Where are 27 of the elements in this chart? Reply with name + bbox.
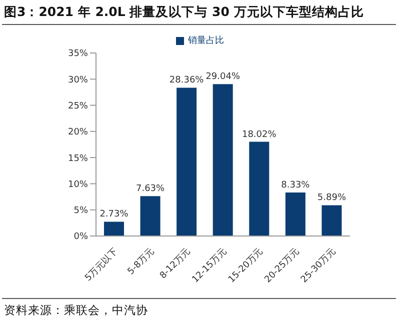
data-label: 7.63%	[136, 184, 166, 194]
y-tick-label: 25%	[68, 101, 88, 112]
bar	[212, 84, 233, 236]
bar	[140, 196, 160, 236]
text: 资料来源：乘联会，中汽协	[4, 303, 148, 318]
legend-label: 销量占比	[188, 36, 224, 46]
x-tick-label: 5万元以下	[82, 246, 120, 284]
x-tick-label: 5-8万元	[125, 246, 156, 278]
y-tick-label: 10%	[68, 180, 88, 190]
y-tick-label: 35%	[68, 49, 88, 60]
data-label: 8.33%	[281, 180, 310, 190]
data-label: 5.89%	[317, 193, 346, 204]
data-label: 18.02%	[242, 130, 277, 140]
y-tick-label: 20%	[68, 128, 88, 138]
chart-title: 图3：2021 年 2.0L 排量及以下与 30 万元以下车型结构占比	[4, 4, 364, 21]
bar	[285, 192, 306, 236]
bar	[249, 142, 270, 236]
y-tick-label: 5%	[74, 206, 88, 216]
data-label: 28.36%	[169, 76, 204, 86]
y-tick-label: 15%	[68, 154, 88, 164]
bar	[104, 222, 124, 236]
y-tick-label: 30%	[68, 75, 88, 86]
y-tick-label: 0%	[74, 232, 88, 242]
data-label: 2.73%	[100, 210, 129, 220]
bar	[322, 205, 342, 236]
bar	[176, 88, 197, 236]
data-label: 29.04%	[206, 72, 240, 82]
